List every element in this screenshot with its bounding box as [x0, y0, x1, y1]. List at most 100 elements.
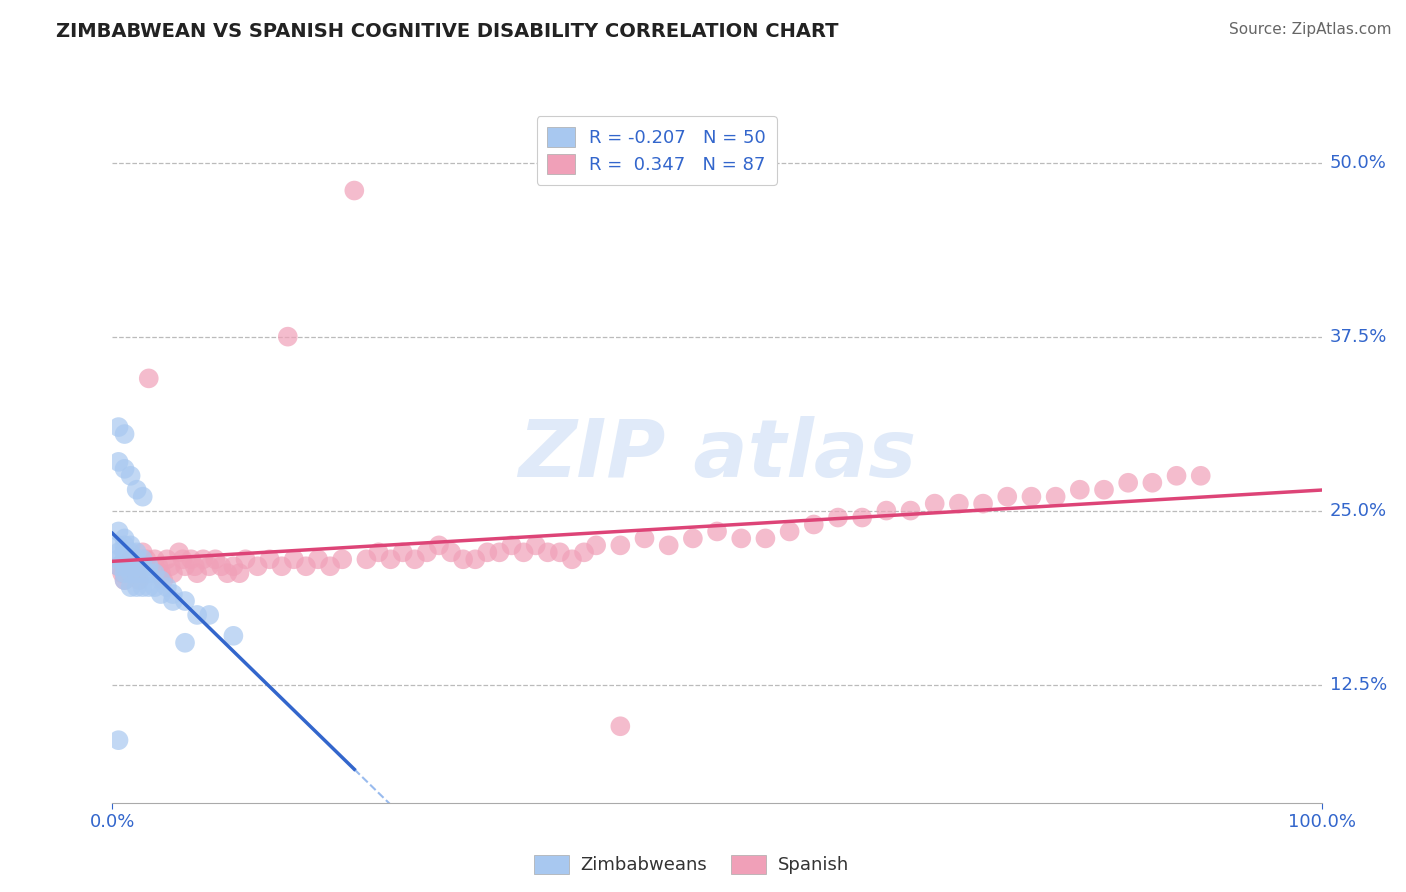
Legend: R = -0.207   N = 50, R =  0.347   N = 87: R = -0.207 N = 50, R = 0.347 N = 87: [537, 116, 776, 185]
Point: [114, 538, 136, 552]
Point: [111, 566, 134, 581]
Point: [114, 545, 136, 559]
Point: [149, 573, 172, 587]
Point: [209, 559, 232, 574]
Point: [283, 552, 305, 566]
Point: [120, 552, 142, 566]
Point: [1142, 475, 1164, 490]
Point: [107, 559, 129, 574]
Text: 37.5%: 37.5%: [1330, 327, 1388, 345]
Point: [609, 538, 631, 552]
Point: [125, 545, 148, 559]
Point: [319, 559, 342, 574]
Point: [1045, 490, 1067, 504]
Point: [1166, 468, 1188, 483]
Point: [356, 552, 378, 566]
Point: [107, 552, 129, 566]
Point: [307, 552, 329, 566]
Point: [948, 497, 970, 511]
Text: 50.0%: 50.0%: [1330, 153, 1386, 171]
Point: [143, 566, 166, 581]
Point: [198, 559, 221, 574]
Point: [135, 552, 157, 566]
Point: [451, 552, 474, 566]
Point: [228, 566, 250, 581]
Point: [107, 733, 129, 747]
Point: [114, 427, 136, 442]
Point: [128, 573, 150, 587]
Point: [132, 490, 155, 504]
Point: [380, 552, 402, 566]
Point: [186, 607, 208, 622]
Point: [572, 545, 595, 559]
Point: [174, 594, 197, 608]
Text: 12.5%: 12.5%: [1330, 675, 1388, 693]
Point: [330, 552, 353, 566]
Point: [125, 559, 148, 574]
Point: [183, 559, 205, 574]
Point: [120, 559, 142, 574]
Point: [246, 559, 269, 574]
Point: [172, 552, 194, 566]
Point: [191, 552, 214, 566]
Point: [779, 524, 801, 539]
Point: [561, 552, 583, 566]
Point: [803, 517, 825, 532]
Point: [875, 503, 897, 517]
Point: [107, 524, 129, 539]
Point: [851, 510, 873, 524]
Point: [464, 552, 486, 566]
Point: [488, 545, 510, 559]
Point: [524, 538, 547, 552]
Point: [235, 552, 257, 566]
Point: [132, 559, 155, 574]
Point: [440, 545, 463, 559]
Point: [114, 462, 136, 476]
Text: Zimbabweans: Zimbabweans: [581, 856, 707, 874]
Point: [125, 483, 148, 497]
Text: Spanish: Spanish: [778, 856, 849, 874]
Point: [162, 566, 184, 581]
Point: [1092, 483, 1115, 497]
Point: [114, 532, 136, 546]
Point: [512, 545, 534, 559]
Point: [972, 497, 994, 511]
Point: [132, 580, 155, 594]
Point: [107, 455, 129, 469]
Point: [125, 552, 148, 566]
Point: [1116, 475, 1139, 490]
Point: [501, 538, 523, 552]
Point: [174, 636, 197, 650]
Point: [367, 545, 389, 559]
Point: [277, 329, 299, 343]
Point: [107, 420, 129, 434]
Point: [143, 552, 166, 566]
Point: [658, 538, 681, 552]
Point: [120, 566, 142, 581]
Point: [120, 538, 142, 552]
Point: [1069, 483, 1091, 497]
Point: [404, 552, 426, 566]
Point: [107, 538, 129, 552]
Point: [204, 552, 226, 566]
Point: [125, 566, 148, 581]
Text: ZIP atlas: ZIP atlas: [517, 416, 917, 494]
Point: [162, 594, 184, 608]
Point: [537, 545, 560, 559]
Point: [138, 580, 160, 594]
Point: [114, 573, 136, 587]
Text: ZIMBABWEAN VS SPANISH COGNITIVE DISABILITY CORRELATION CHART: ZIMBABWEAN VS SPANISH COGNITIVE DISABILI…: [56, 22, 839, 41]
Point: [149, 566, 172, 581]
Point: [706, 524, 728, 539]
Point: [682, 532, 704, 546]
Point: [107, 559, 129, 574]
Point: [609, 719, 631, 733]
Point: [1021, 490, 1043, 504]
Point: [730, 532, 752, 546]
Point: [259, 552, 281, 566]
Point: [162, 587, 184, 601]
Point: [1189, 468, 1212, 483]
Point: [585, 538, 607, 552]
Text: 25.0%: 25.0%: [1330, 501, 1388, 519]
Point: [143, 580, 166, 594]
